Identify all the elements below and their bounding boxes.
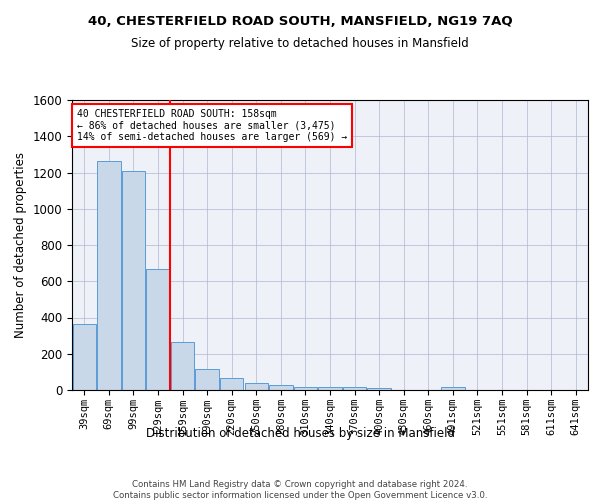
Bar [245, 383, 268, 390]
Bar [269, 385, 293, 390]
Bar [367, 388, 391, 390]
Bar [196, 369, 219, 390]
Bar [294, 386, 317, 390]
Text: Contains public sector information licensed under the Open Government Licence v3: Contains public sector information licen… [113, 491, 487, 500]
Text: 40 CHESTERFIELD ROAD SOUTH: 158sqm
← 86% of detached houses are smaller (3,475)
: 40 CHESTERFIELD ROAD SOUTH: 158sqm ← 86%… [77, 108, 347, 142]
Bar [220, 378, 244, 390]
Text: Distribution of detached houses by size in Mansfield: Distribution of detached houses by size … [146, 428, 455, 440]
Bar [122, 170, 145, 390]
Text: Contains HM Land Registry data © Crown copyright and database right 2024.: Contains HM Land Registry data © Crown c… [132, 480, 468, 489]
Text: Size of property relative to detached houses in Mansfield: Size of property relative to detached ho… [131, 38, 469, 51]
Bar [73, 324, 96, 390]
Text: 40, CHESTERFIELD ROAD SOUTH, MANSFIELD, NG19 7AQ: 40, CHESTERFIELD ROAD SOUTH, MANSFIELD, … [88, 15, 512, 28]
Bar [441, 386, 464, 390]
Bar [343, 388, 366, 390]
Bar [97, 160, 121, 390]
Bar [319, 388, 341, 390]
Bar [146, 270, 170, 390]
Y-axis label: Number of detached properties: Number of detached properties [14, 152, 27, 338]
Bar [171, 342, 194, 390]
